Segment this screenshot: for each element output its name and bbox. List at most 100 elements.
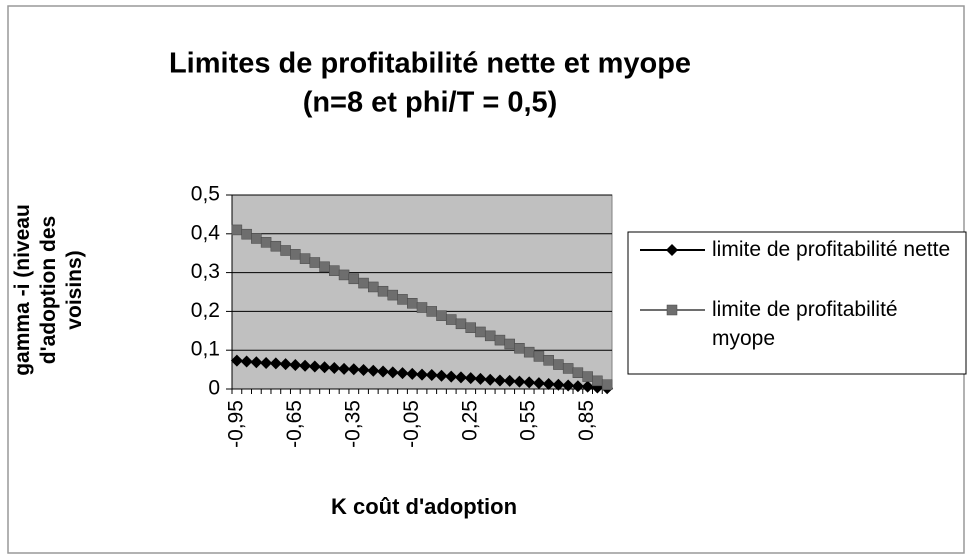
legend-box — [627, 231, 967, 375]
point — [553, 359, 564, 370]
point — [426, 306, 437, 317]
point — [523, 346, 535, 358]
legend-swatch-marker — [666, 304, 678, 316]
point — [406, 367, 419, 380]
point — [503, 374, 516, 387]
point — [474, 372, 487, 385]
point — [251, 233, 262, 244]
y-tick-label: 0,4 — [191, 221, 221, 244]
point — [571, 380, 584, 393]
point — [260, 237, 272, 248]
point — [386, 366, 399, 379]
point — [328, 362, 341, 375]
x-tick-label: -0,05 — [400, 400, 423, 448]
point — [416, 368, 428, 381]
point — [309, 257, 321, 268]
legend-label: limite de profitabilité myope — [712, 298, 898, 350]
point — [523, 376, 536, 389]
point — [484, 330, 496, 342]
chart-subtitle: (n=8 et phi/T = 0,5) — [303, 87, 558, 119]
point — [532, 377, 545, 390]
y-tick-label: 0,2 — [191, 299, 220, 322]
point — [407, 298, 418, 309]
y-axis-label: gamma -i (niveau d'adoption des voisins) — [11, 204, 86, 376]
point — [240, 355, 253, 368]
point — [475, 326, 486, 338]
y-tick-label: 0,5 — [191, 183, 220, 206]
point — [290, 249, 301, 260]
point — [464, 372, 477, 385]
point — [494, 334, 506, 346]
point — [279, 358, 292, 371]
point — [319, 261, 330, 273]
point — [348, 273, 360, 285]
point — [396, 367, 409, 380]
point — [329, 265, 340, 276]
point — [338, 362, 351, 375]
point — [416, 302, 428, 313]
point — [562, 379, 575, 392]
point — [250, 356, 263, 369]
y-tick-label: 0,3 — [191, 260, 220, 283]
legend-swatch-marker — [666, 244, 678, 256]
y-tick-label: 0 — [208, 377, 220, 400]
point — [484, 373, 497, 386]
point — [504, 338, 515, 350]
point — [368, 281, 379, 293]
point — [493, 374, 506, 387]
point — [533, 351, 545, 362]
x-tick-label: -0,95 — [224, 400, 247, 448]
point — [454, 371, 467, 384]
x-tick-label: 0,25 — [458, 400, 481, 441]
point — [562, 363, 574, 374]
point — [269, 357, 282, 370]
point — [367, 364, 380, 377]
point — [465, 322, 476, 333]
point — [308, 360, 321, 373]
x-tick-label: -0,65 — [283, 400, 306, 448]
x-axis-label: K coût d'adoption — [331, 494, 517, 519]
point — [299, 359, 312, 372]
point — [260, 357, 273, 370]
point — [318, 361, 331, 374]
point — [289, 358, 302, 371]
point — [358, 277, 369, 289]
x-tick-label: 0,55 — [517, 400, 540, 441]
point — [445, 370, 458, 383]
point — [377, 365, 390, 378]
point — [592, 375, 603, 387]
point — [435, 369, 448, 382]
point — [601, 379, 613, 390]
point — [572, 367, 584, 378]
point — [455, 318, 467, 330]
point — [397, 294, 408, 305]
x-tick-label: 0,85 — [575, 400, 598, 441]
point — [387, 289, 399, 301]
point — [552, 378, 565, 391]
point — [231, 224, 243, 236]
point — [230, 354, 243, 367]
legend-label: limite de profitabilité nette — [712, 238, 951, 261]
point — [543, 355, 554, 366]
point — [582, 371, 593, 382]
x-tick-label: -0,35 — [341, 400, 364, 448]
point — [445, 314, 457, 325]
point — [338, 269, 350, 281]
point — [513, 375, 526, 388]
y-tick-label: 0,1 — [191, 338, 220, 361]
chart-title: Limites de profitabilité nette et myope — [169, 48, 691, 80]
point — [436, 310, 447, 321]
point — [514, 343, 525, 354]
point — [270, 240, 282, 252]
point — [377, 285, 389, 297]
point — [425, 369, 438, 382]
point — [581, 380, 594, 393]
point — [299, 253, 311, 264]
point — [241, 228, 252, 240]
point — [542, 377, 555, 390]
point — [347, 363, 360, 376]
point — [357, 363, 370, 376]
point — [280, 245, 291, 256]
